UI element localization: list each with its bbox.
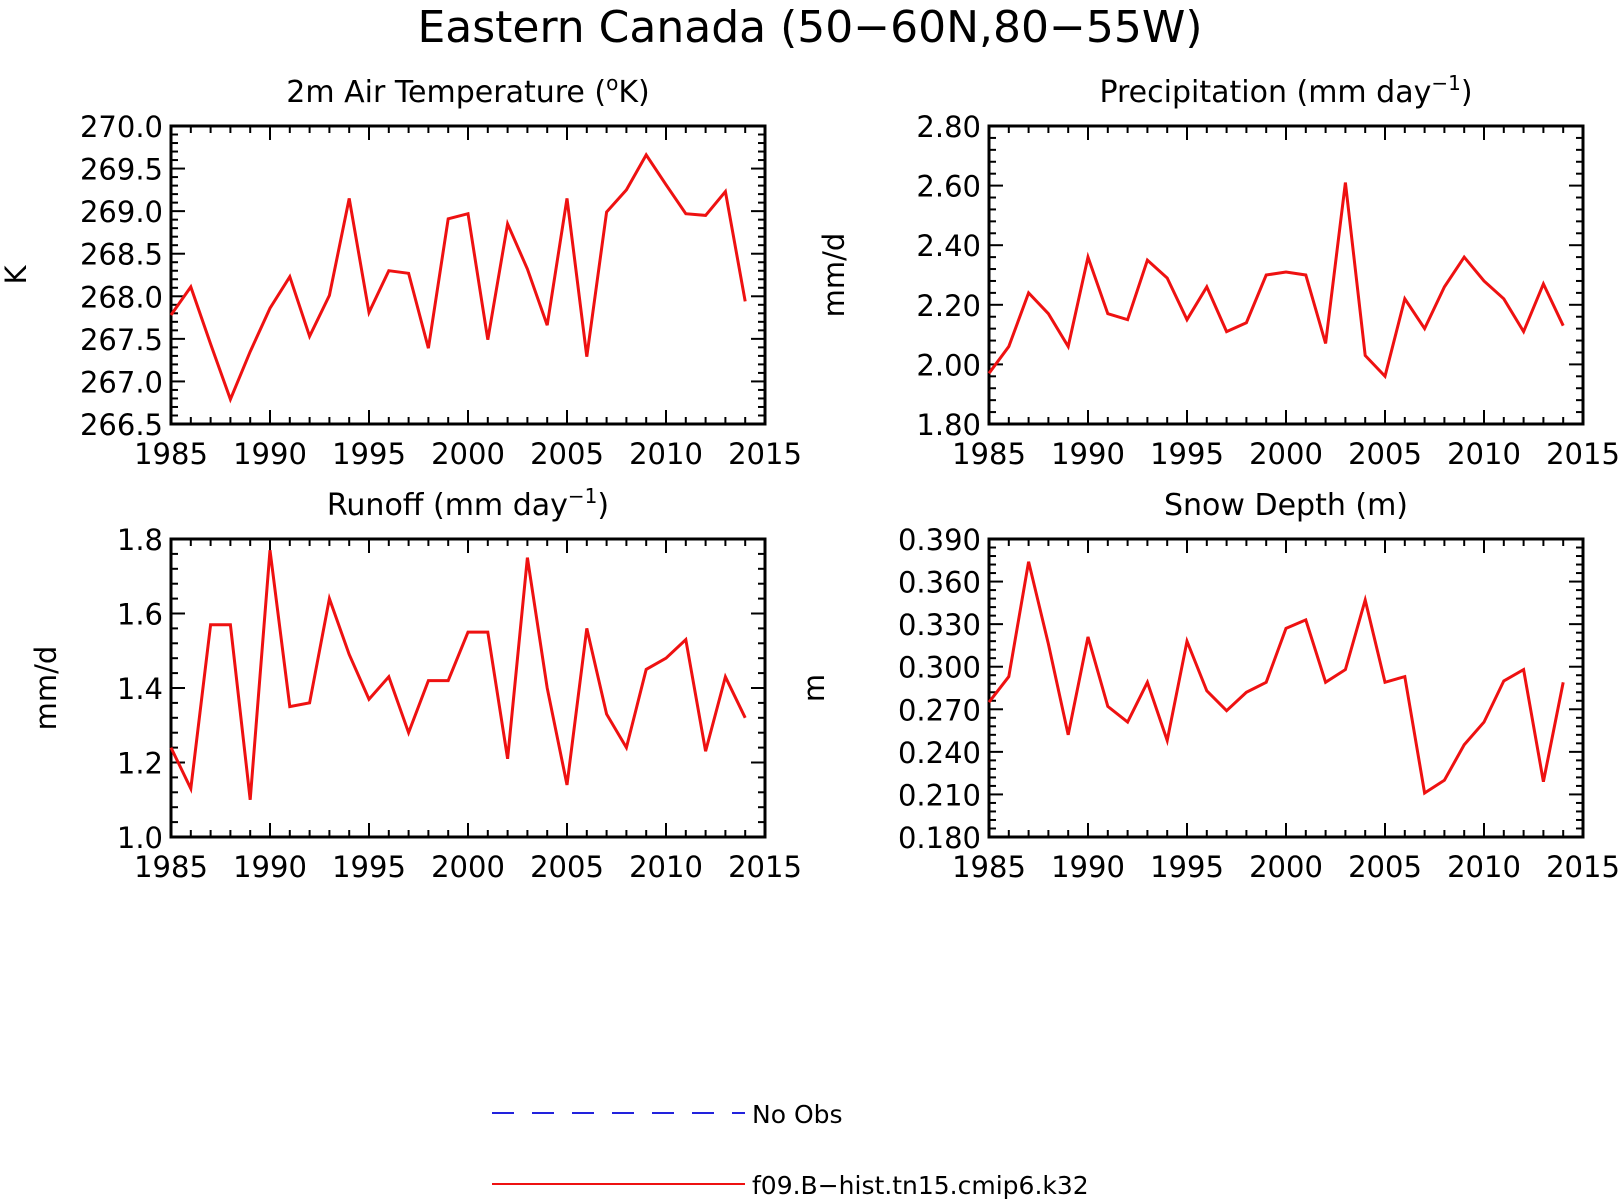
plot-frame-air-temperature (169, 124, 767, 426)
x-tick-label-runoff: 1995 (332, 850, 406, 884)
panel-title-tail-precipitation: ) (1461, 75, 1473, 110)
x-tick-label-precipitation: 1990 (1051, 437, 1125, 471)
x-tick-label-air-temperature: 1990 (233, 437, 307, 471)
y-tick-label-precipitation: 2.80 (916, 110, 981, 144)
y-axis-label-air-temperature: K (0, 265, 33, 285)
x-tick-label-snow-depth: 2000 (1249, 850, 1323, 884)
x-tick-label-precipitation: 1995 (1150, 437, 1224, 471)
y-tick-label-snow-depth: 0.330 (898, 608, 981, 642)
x-tick-label-precipitation: 2010 (1447, 437, 1521, 471)
panel-title-superscript-air-temperature: o (606, 71, 618, 95)
y-tick-label-runoff: 1.2 (117, 747, 163, 781)
y-tick-label-precipitation: 1.80 (916, 408, 981, 442)
x-tick-label-snow-depth: 2010 (1447, 850, 1521, 884)
legend-label-no-obs: No Obs (752, 1100, 843, 1129)
series-line-snow-depth (987, 561, 1565, 796)
y-axis-label-precipitation: mm/d (817, 233, 851, 318)
y-tick-label-runoff: 1.0 (117, 821, 163, 855)
panel-title-main-snow-depth: Snow Depth (m) (1164, 488, 1408, 523)
x-tick-label-precipitation: 1985 (952, 437, 1026, 471)
panel-title-superscript-runoff: −1 (568, 484, 597, 508)
panel-snow-depth: Snow Depth (m) 1985 1990 1995 2000 2005 2010 20… (797, 488, 1620, 884)
y-tick-label-air-temperature: 268.0 (80, 280, 163, 314)
panel-title-precipitation: Precipitation (mm day−1) (1099, 71, 1472, 110)
x-tick-label-snow-depth: 1995 (1150, 850, 1224, 884)
x-tick-label-runoff: 2010 (629, 850, 703, 884)
x-tick-label-runoff: 1990 (233, 850, 307, 884)
panel-title-snow-depth: Snow Depth (m) (1164, 488, 1408, 523)
x-tick-label-runoff: 2000 (431, 850, 505, 884)
x-tick-label-precipitation: 2015 (1546, 437, 1620, 471)
figure-title: Eastern Canada (50−60N,80−55W) (417, 2, 1202, 53)
y-tick-label-air-temperature: 266.5 (80, 408, 163, 442)
y-tick-label-snow-depth: 0.180 (898, 821, 981, 855)
panel-title-main-runoff: Runoff (mm day (327, 488, 568, 523)
y-axis-label-runoff: mm/d (29, 646, 63, 731)
panel-precipitation: Precipitation (mm day−1) 1985 1990 1995 2000… (817, 71, 1620, 471)
y-tick-label-snow-depth: 0.360 (898, 566, 981, 600)
y-tick-label-air-temperature: 267.5 (80, 323, 163, 357)
panel-title-main-air-temperature: 2m Air Temperature ( (286, 75, 606, 110)
y-tick-label-precipitation: 2.40 (916, 229, 981, 263)
panel-runoff: Runoff (mm day−1) 1985 1990 1995 2000 2005 201… (29, 484, 802, 884)
x-tick-label-precipitation: 2005 (1348, 437, 1422, 471)
y-tick-label-air-temperature: 267.0 (80, 365, 163, 399)
legend-label-model: f09.B−hist.tn15.cmip6.k32 (752, 1171, 1089, 1200)
plot-frame-precipitation (987, 124, 1585, 426)
y-tick-label-precipitation: 2.00 (916, 348, 981, 382)
y-tick-label-snow-depth: 0.390 (898, 523, 981, 557)
panel-title-main-precipitation: Precipitation (mm day (1099, 75, 1431, 110)
x-tick-label-snow-depth: 1985 (952, 850, 1026, 884)
x-tick-label-snow-depth: 1990 (1051, 850, 1125, 884)
series-line-air-temperature (169, 152, 747, 404)
y-tick-label-runoff: 1.4 (117, 672, 163, 706)
y-tick-label-air-temperature: 268.5 (80, 238, 163, 272)
x-tick-label-air-temperature: 1995 (332, 437, 406, 471)
panel-title-tail-air-temperature: K) (618, 75, 649, 110)
panel-title-runoff: Runoff (mm day−1) (327, 484, 609, 523)
y-tick-label-air-temperature: 269.0 (80, 195, 163, 229)
panel-title-tail-runoff: ) (597, 488, 609, 523)
x-tick-label-runoff: 2005 (530, 850, 604, 884)
panels-group: 2m Air Temperature (oK)1985 1990 1995 2000 2… (0, 71, 1620, 884)
x-tick-label-snow-depth: 2005 (1348, 850, 1422, 884)
x-tick-label-runoff: 2015 (728, 850, 802, 884)
legend: No Obs f09.B−hist.tn15.cmip6.k32 (492, 1100, 1089, 1200)
panel-title-air-temperature: 2m Air Temperature (oK) (286, 71, 650, 110)
x-tick-label-precipitation: 2000 (1249, 437, 1323, 471)
series-line-precipitation (987, 182, 1565, 380)
series-line-runoff (169, 550, 747, 800)
y-tick-label-snow-depth: 0.300 (898, 651, 981, 685)
y-tick-label-snow-depth: 0.210 (898, 778, 981, 812)
y-tick-label-precipitation: 2.20 (916, 289, 981, 323)
x-tick-label-air-temperature: 2015 (728, 437, 802, 471)
x-tick-label-air-temperature: 1985 (134, 437, 208, 471)
y-tick-label-runoff: 1.8 (117, 523, 163, 557)
panel-title-superscript-precipitation: −1 (1431, 71, 1460, 95)
x-tick-label-snow-depth: 2015 (1546, 850, 1620, 884)
y-tick-label-precipitation: 2.60 (916, 170, 981, 204)
x-tick-label-air-temperature: 2005 (530, 437, 604, 471)
y-tick-label-air-temperature: 270.0 (80, 110, 163, 144)
x-tick-label-runoff: 1985 (134, 850, 208, 884)
panel-air-temperature: 2m Air Temperature (oK) 1985 1990 1995 2000 2… (0, 71, 802, 471)
y-tick-label-snow-depth: 0.240 (898, 736, 981, 770)
y-tick-label-snow-depth: 0.270 (898, 693, 981, 727)
y-tick-label-runoff: 1.6 (117, 598, 163, 632)
y-axis-label-snow-depth: m (797, 674, 831, 702)
y-tick-label-air-temperature: 269.5 (80, 153, 163, 187)
x-tick-label-air-temperature: 2000 (431, 437, 505, 471)
x-tick-label-air-temperature: 2010 (629, 437, 703, 471)
